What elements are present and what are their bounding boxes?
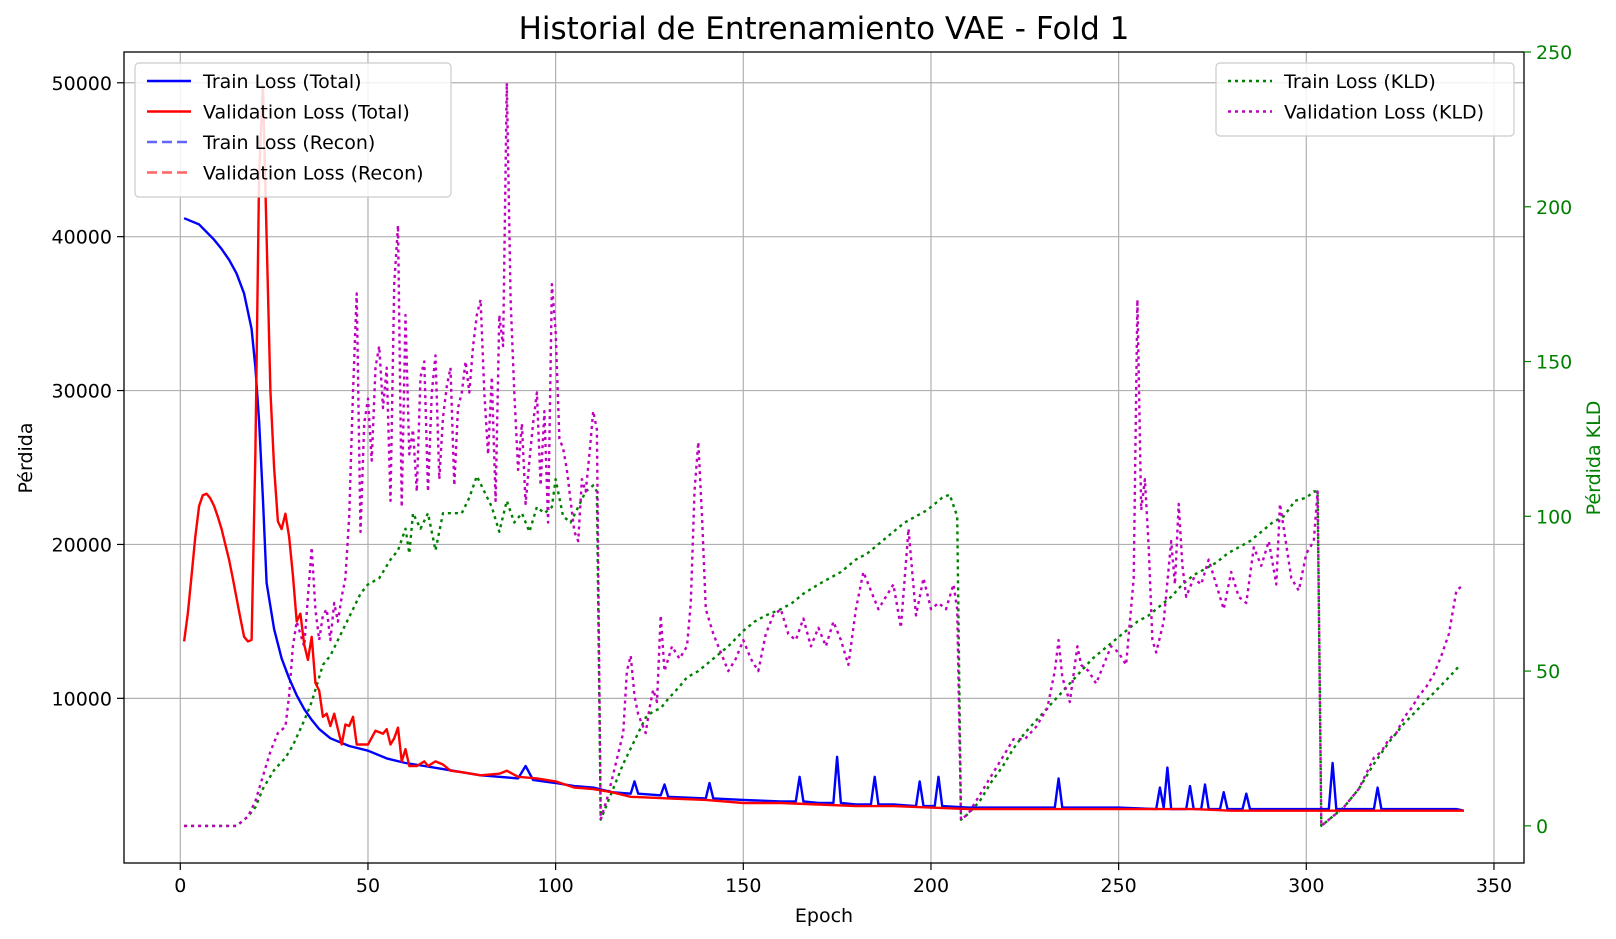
- legend-label: Train Loss (KLD): [1283, 71, 1436, 93]
- grid: [124, 52, 1524, 863]
- y-tick-label: 20000: [52, 534, 112, 556]
- x-tick-label: 300: [1288, 875, 1324, 897]
- legend-label: Validation Loss (Total): [203, 102, 410, 124]
- y-right-tick-label: 200: [1536, 197, 1572, 219]
- y-tick-label: 50000: [52, 73, 112, 95]
- x-tick-label: 0: [174, 875, 186, 897]
- legend-box: [1215, 62, 1515, 137]
- series-line-train-loss-total: [183, 217, 1465, 812]
- ticks: 0 50 100 150 200 250 300 350 10000 20000 30000 4000…: [52, 42, 1573, 897]
- legend-right: Train Loss (KLD) Validation Loss (KLD): [1215, 62, 1515, 137]
- chart-title: Historial de Entrenamiento VAE - Fold 1: [519, 11, 1130, 47]
- y-right-tick-label: 250: [1536, 42, 1572, 64]
- series-line-validation-loss-kld: [184, 81, 1465, 828]
- y-axis-label-right: Pérdida KLD: [1583, 401, 1605, 516]
- x-tick-label: 100: [538, 875, 574, 897]
- legend-label: Train Loss (Total): [202, 71, 362, 93]
- plot-frame: [123, 51, 1525, 864]
- y-tick-label: 10000: [52, 688, 112, 710]
- y-right-tick-label: 50: [1536, 661, 1560, 683]
- x-tick-label: 50: [356, 875, 380, 897]
- legend-label: Train Loss (Recon): [202, 132, 375, 154]
- series-layer: [182, 81, 1465, 828]
- series-line-train-loss-kld: [184, 474, 1462, 828]
- y-axis-label: Pérdida: [15, 423, 37, 494]
- legend-label: Validation Loss (KLD): [1284, 102, 1484, 124]
- x-tick-label: 350: [1476, 875, 1512, 897]
- x-axis-label: Epoch: [795, 905, 853, 927]
- legend-label: Validation Loss (Recon): [203, 163, 424, 185]
- series-line-validation-loss-total: [182, 84, 1464, 812]
- x-tick-label: 250: [1101, 875, 1137, 897]
- legend-box: [134, 62, 452, 198]
- x-tick-label: 150: [725, 875, 761, 897]
- x-tick-label: 200: [913, 875, 949, 897]
- y-right-tick-label: 0: [1536, 816, 1548, 838]
- y-right-tick-label: 100: [1536, 506, 1572, 528]
- legend-left: Train Loss (Total) Validation Loss (Total…: [134, 62, 452, 198]
- y-tick-label: 30000: [52, 381, 112, 403]
- y-tick-label: 40000: [52, 227, 112, 249]
- y-right-tick-label: 150: [1536, 352, 1572, 374]
